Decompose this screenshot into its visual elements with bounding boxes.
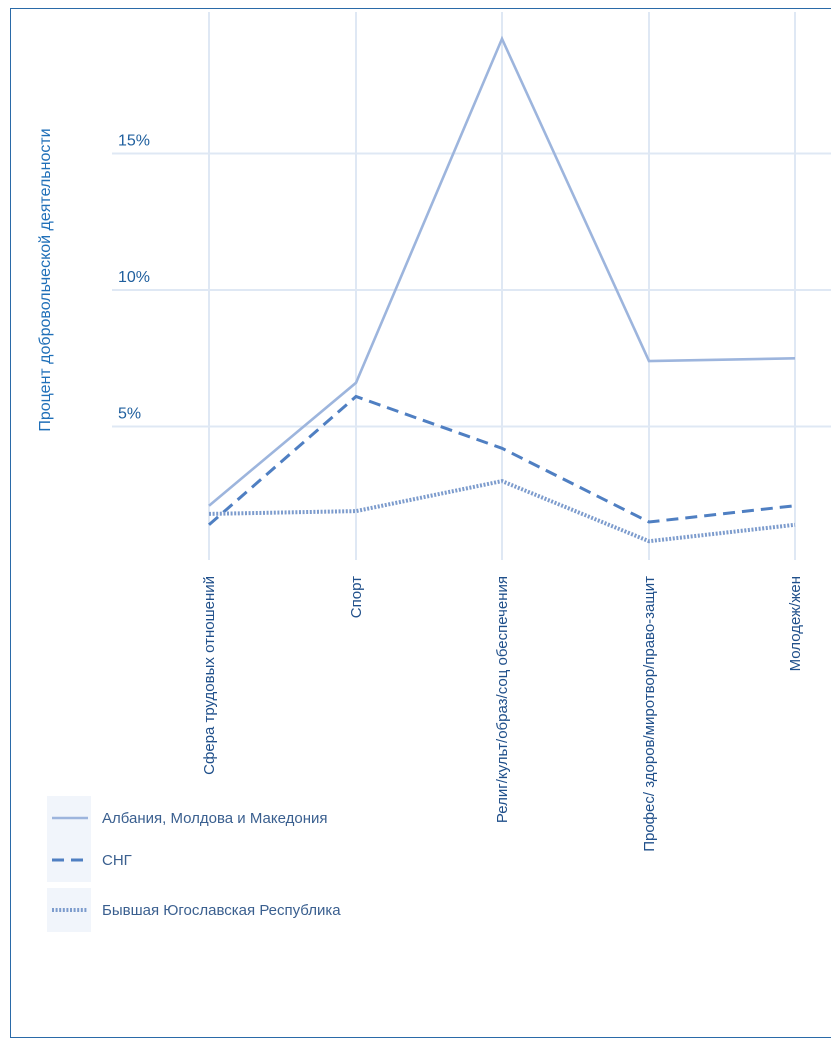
legend-label-3: Бывшая Югославская Республика	[102, 902, 341, 919]
x-category-label: Сфера трудовых отношений	[201, 576, 218, 775]
y-tick-label: 10%	[118, 269, 150, 286]
y-tick-label: 15%	[118, 133, 150, 150]
y-ticks: 5% 10% 15%	[118, 133, 150, 423]
grid-lines	[112, 12, 831, 560]
legend-label-1: Албания, Молдова и Македония	[102, 810, 327, 827]
y-tick-label: 5%	[118, 406, 141, 423]
x-category-label: Молодеж/жен	[787, 576, 804, 671]
y-axis-label: Процент добровольческой деятельности	[37, 128, 54, 431]
x-category-label: Религ/культ/образ/соц обеспечения	[494, 576, 511, 823]
x-category-label: Профес/ здоров/миротвор/право-защит	[641, 576, 658, 852]
x-category-label: Спорт	[348, 576, 365, 618]
legend: Албания, Молдова и Македония СНГ Бывшая Юг…	[47, 796, 341, 932]
line-chart: Процент добровольческой деятельности 5% 1…	[0, 0, 831, 1015]
legend-label-2: СНГ	[102, 852, 132, 869]
